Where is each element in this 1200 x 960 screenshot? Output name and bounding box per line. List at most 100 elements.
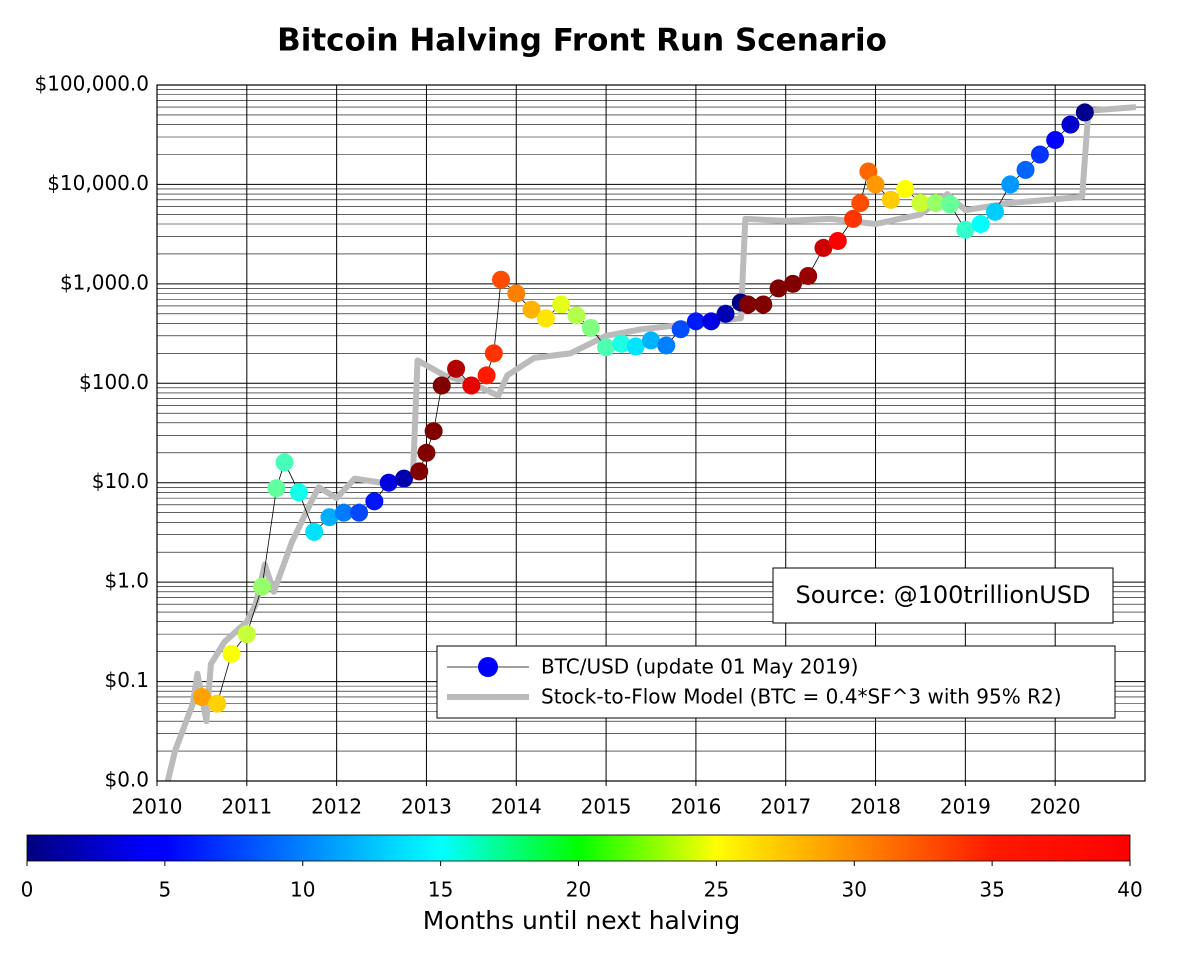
price-dot	[536, 309, 555, 328]
price-dot	[424, 422, 443, 441]
colorbar-tick-label: 30	[842, 878, 867, 902]
y-tick-label: $100.0	[79, 370, 149, 394]
price-dot	[754, 295, 773, 314]
price-dot	[379, 473, 398, 492]
price-dot	[477, 366, 496, 385]
colorbar	[26, 834, 1131, 862]
price-dot	[192, 687, 211, 706]
price-dot	[447, 359, 466, 378]
price-dot	[350, 503, 369, 522]
price-dot	[626, 337, 645, 356]
price-dot	[926, 194, 945, 213]
x-tick-label: 2015	[581, 795, 632, 819]
y-tick-label: $10.0	[92, 469, 149, 493]
price-dot	[208, 694, 227, 713]
x-tick-label: 2012	[311, 795, 362, 819]
price-dot	[851, 194, 870, 213]
legend-box	[436, 645, 1116, 719]
colorbar-tick-label: 5	[159, 878, 172, 902]
x-tick-label: 2020	[1030, 795, 1081, 819]
price-dot	[844, 209, 863, 228]
colorbar-tick-label: 40	[1117, 878, 1142, 902]
plot-frame	[156, 84, 1146, 782]
colorbar-tick-label: 15	[428, 878, 453, 902]
price-dot	[911, 194, 930, 213]
price-dot	[522, 300, 541, 319]
price-dot	[222, 644, 241, 663]
price-dot	[492, 270, 511, 289]
chart-title: Bitcoin Halving Front Run Scenario	[277, 23, 887, 59]
annotation-box	[772, 567, 1114, 624]
x-tick-label: 2010	[132, 795, 183, 819]
price-dot	[1001, 175, 1020, 194]
price-dot	[417, 443, 436, 462]
price-dot	[432, 376, 451, 395]
model-line	[164, 104, 1137, 782]
price-dot	[642, 331, 660, 350]
price-dot	[739, 295, 758, 314]
price-dot	[828, 231, 847, 250]
legend-label: BTC/USD (update 01 May 2019)	[541, 655, 858, 679]
price-dot	[716, 304, 735, 323]
price-dot	[484, 344, 503, 363]
price-dot	[612, 334, 631, 353]
legend-label: Stock-to-Flow Model (BTC = 0.4*SF^3 with…	[541, 685, 1062, 709]
price-dot	[671, 320, 690, 339]
y-tick-label: $0.0	[104, 768, 149, 792]
price-dot	[657, 336, 676, 355]
colorbar-tick-label: 25	[704, 878, 729, 902]
price-dot	[866, 175, 885, 194]
price-dot	[581, 318, 600, 337]
x-tick-label: 2014	[491, 795, 542, 819]
x-tick-label: 2013	[401, 795, 452, 819]
price-dot	[971, 214, 990, 233]
price-dot	[334, 503, 353, 522]
price-dot	[881, 190, 900, 209]
price-dot	[289, 483, 308, 502]
price-dot	[1061, 115, 1080, 134]
price-dot	[1046, 130, 1065, 149]
price-dot	[1016, 160, 1035, 179]
price-dot	[956, 220, 975, 239]
y-tick-label: $1.0	[104, 569, 149, 593]
colorbar-tick-label: 0	[21, 878, 34, 902]
y-tick-label: $1,000.0	[60, 270, 149, 294]
price-dot	[507, 284, 526, 303]
price-dot	[799, 266, 818, 285]
price-dot	[1030, 145, 1049, 164]
price-dot	[686, 312, 705, 331]
price-dot	[986, 202, 1005, 221]
price-dot	[769, 279, 788, 298]
price-dot	[410, 462, 429, 481]
price-dot	[275, 453, 294, 472]
x-tick-label: 2018	[850, 795, 901, 819]
legend-dot	[478, 657, 498, 677]
price-dot	[1075, 103, 1094, 122]
price-dot	[552, 295, 571, 314]
colorbar-tick-label: 10	[290, 878, 315, 902]
annotation: Source: @100trillionUSD	[795, 581, 1090, 609]
price-dot	[567, 306, 586, 325]
price-dot	[320, 508, 339, 527]
colorbar-tick-label: 20	[566, 878, 591, 902]
price-dot	[395, 469, 413, 488]
x-tick-label: 2011	[221, 795, 272, 819]
x-tick-label: 2017	[760, 795, 811, 819]
price-dot	[896, 179, 915, 198]
price-dot	[597, 338, 616, 357]
price-dot	[267, 479, 286, 498]
y-tick-label: $100,000.0	[34, 72, 149, 96]
price-dot	[814, 238, 833, 257]
price-dot	[941, 195, 960, 214]
x-tick-label: 2019	[940, 795, 991, 819]
price-dot	[702, 312, 721, 331]
x-tick-label: 2016	[670, 795, 721, 819]
price-dot	[783, 274, 802, 293]
price-dot	[462, 376, 481, 395]
price-dot	[305, 522, 324, 541]
y-tick-label: $0.1	[104, 668, 149, 692]
price-dot	[237, 625, 256, 644]
colorbar-label: Months until next halving	[423, 906, 741, 935]
y-tick-label: $10,000.0	[47, 171, 149, 195]
